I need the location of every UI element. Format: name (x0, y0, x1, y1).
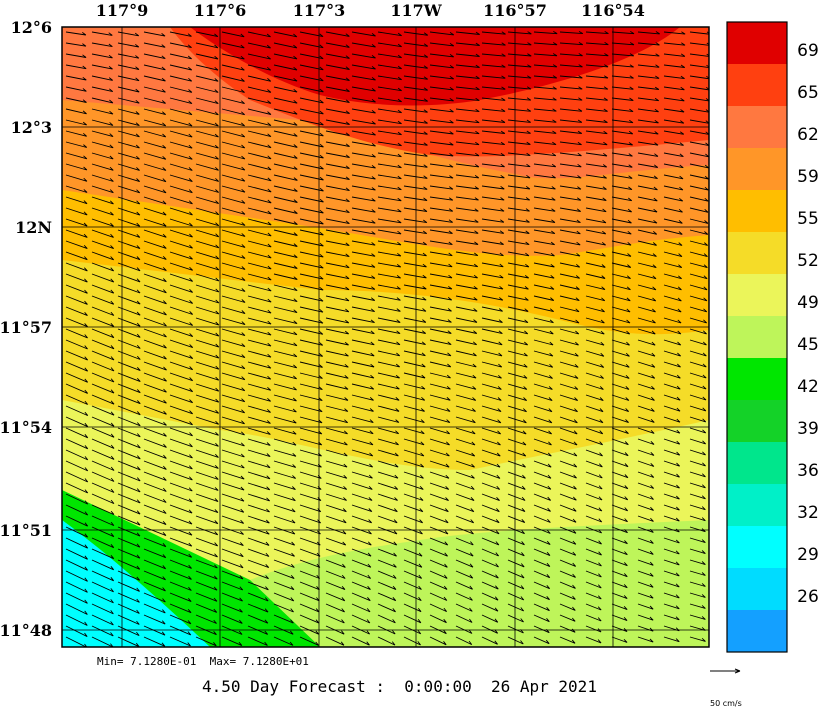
colorbar-swatch (727, 484, 787, 527)
colorbar-label: 69 (797, 41, 819, 61)
latitude-label: 11°57 (0, 318, 52, 337)
colorbar-swatch (727, 232, 787, 275)
colorbar-swatch (727, 274, 787, 317)
latitude-label: 12°3 (11, 118, 52, 137)
colorbar-label: 65 (797, 83, 819, 103)
longitude-label: 116°54 (581, 1, 645, 20)
field-max: Max= 7.1280E+01 (209, 655, 309, 668)
longitude-label: 116°57 (483, 1, 547, 20)
forecast-caption: 4.50 Day Forecast : 0:00:00 26 Apr 2021 (202, 677, 597, 696)
vector-scale-arrowhead (734, 668, 741, 674)
latitude-label: 12°6 (11, 18, 52, 37)
colorbar-label: 49 (797, 293, 819, 313)
field-min-max: Min= 7.1280E-01 Max= 7.1280E+01 (97, 655, 309, 668)
latitude-label: 11°54 (0, 418, 52, 437)
longitude-label: 117°9 (96, 1, 149, 20)
longitude-label: 117W (390, 1, 442, 20)
longitude-axis: 117°9 117°6 117°3 117W 116°57 116°54 (96, 1, 645, 20)
plot-frame (61, 26, 710, 648)
vector-arrows (65, 31, 709, 647)
colorbar-swatch (727, 400, 787, 443)
contour-field (62, 27, 709, 647)
colorbar-swatch (727, 316, 787, 359)
colorbar-label: 52 (797, 251, 819, 271)
current-vectors (65, 31, 709, 647)
latitude-label: 11°51 (0, 521, 52, 540)
colorbar-label: 26 (797, 587, 819, 607)
colorbar-swatch (727, 190, 787, 233)
field-min: Min= 7.1280E-01 (97, 655, 197, 668)
colorbar-swatch (727, 526, 787, 569)
colorbar-swatch (727, 610, 787, 653)
colorbar-frame (726, 21, 788, 653)
colorbar-swatch (727, 148, 787, 191)
longitude-label: 117°3 (293, 1, 346, 20)
colorbar-label: 45 (797, 335, 819, 355)
colorbar-swatch (727, 64, 787, 107)
colorbar-label: 55 (797, 209, 819, 229)
latitude-label: 12N (15, 218, 52, 237)
longitude-label: 117°6 (194, 1, 247, 20)
colorbar-swatch (727, 22, 787, 65)
colorbar-label: 39 (797, 419, 819, 439)
colorbar-label: 59 (797, 167, 819, 187)
colorbar-swatch (727, 106, 787, 149)
colorbar-label: 42 (797, 377, 819, 397)
colorbar-swatch (727, 568, 787, 611)
graticule (62, 27, 709, 647)
colorbar-label: 62 (797, 125, 819, 145)
latitude-axis: 12°6 12°3 12N 11°57 11°54 11°51 11°48 (0, 18, 52, 640)
colorbar-label: 32 (797, 503, 819, 523)
colorbar: 69 65 62 59 55 52 49 45 42 39 36 32 29 26 (726, 21, 819, 653)
colorbar-swatch (727, 442, 787, 485)
vector-scale-label: 50 cm/s (710, 699, 742, 708)
latitude-label: 11°48 (0, 621, 52, 640)
colorbar-swatch (727, 358, 787, 401)
colorbar-label: 36 (797, 461, 819, 481)
contour-band (190, 27, 680, 106)
colorbar-label: 29 (797, 545, 819, 565)
